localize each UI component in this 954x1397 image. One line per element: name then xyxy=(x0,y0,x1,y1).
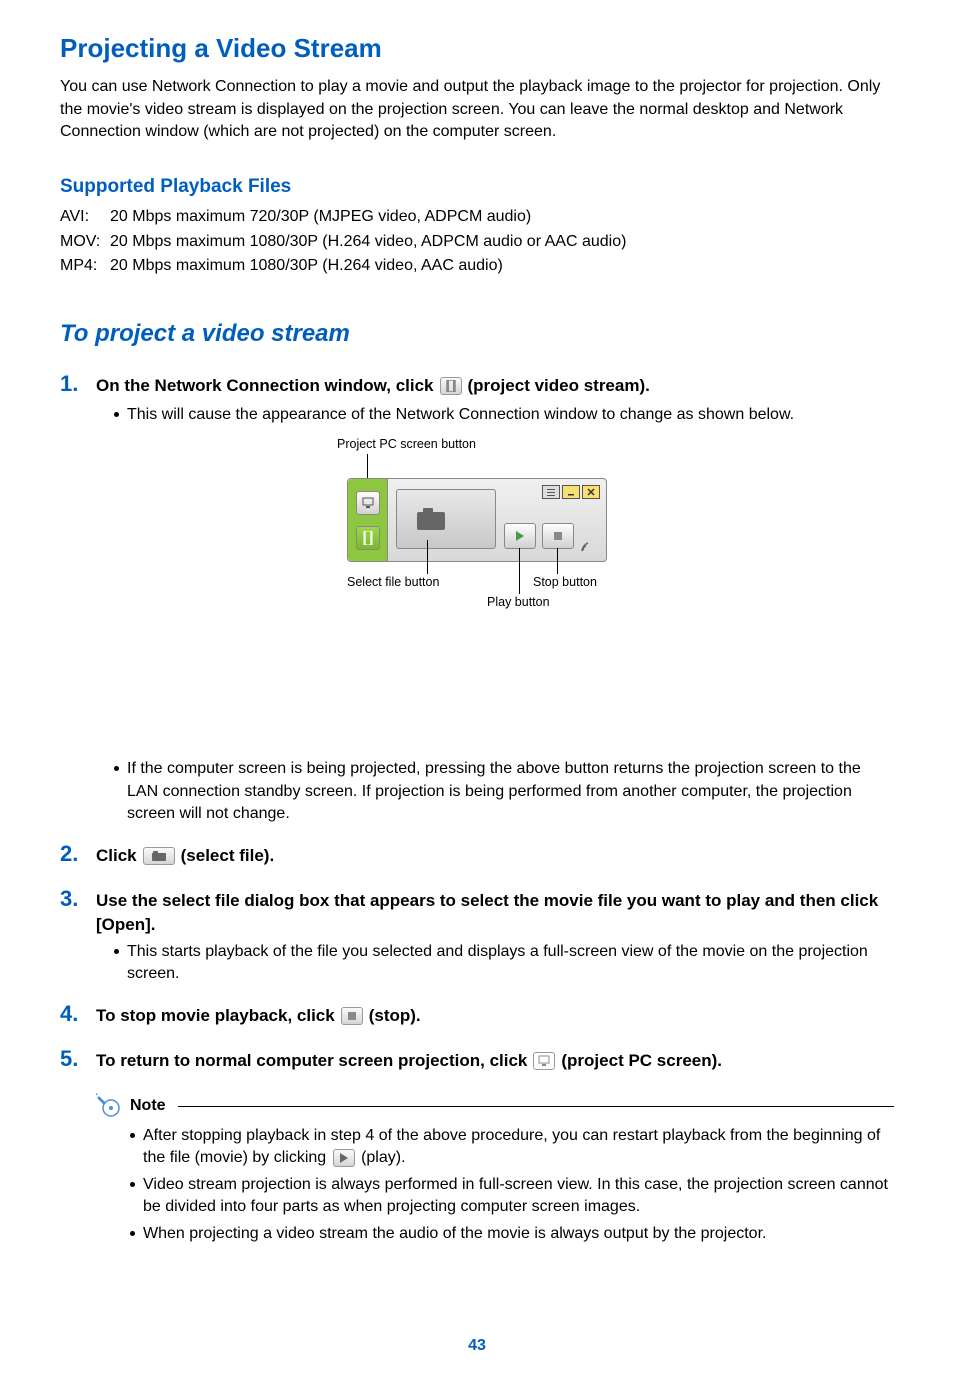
step-title-text: To return to normal computer screen proj… xyxy=(96,1049,527,1073)
page-title: Projecting a Video Stream xyxy=(60,30,894,66)
wifi-icon xyxy=(580,539,598,553)
minimize-icon[interactable] xyxy=(562,485,580,499)
bullet-icon xyxy=(130,1231,135,1236)
play-icon xyxy=(333,1149,355,1167)
stop-button[interactable] xyxy=(542,523,574,549)
project-video-stream-button[interactable] xyxy=(356,526,380,550)
bullet-icon xyxy=(114,766,119,771)
step-number: 5. xyxy=(60,1044,88,1075)
bullet-text: If the computer screen is being projecte… xyxy=(127,758,894,825)
note-section: Note After stopping playback in step 4 o… xyxy=(96,1093,894,1245)
step-title-text: To stop movie playback, click xyxy=(96,1004,335,1028)
bullet-text: This will cause the appearance of the Ne… xyxy=(127,404,894,426)
step-title-text: (project video stream). xyxy=(468,374,650,398)
step-3: 3. Use the select file dialog box that a… xyxy=(60,884,894,985)
step-number: 3. xyxy=(60,884,88,915)
network-connection-window xyxy=(347,478,607,562)
stop-icon xyxy=(341,1007,363,1025)
project-pc-screen-button[interactable] xyxy=(356,491,380,515)
spec-value: 20 Mbps maximum 1080/30P (H.264 video, A… xyxy=(110,231,626,253)
play-button[interactable] xyxy=(504,523,536,549)
step-title-text: (project PC screen). xyxy=(561,1049,722,1073)
step-2: 2. Click (select file). xyxy=(60,839,894,870)
bullet-text: After stopping playback in step 4 of the… xyxy=(143,1125,894,1170)
spec-label: MP4: xyxy=(60,255,110,277)
diagram-label-stop: Stop button xyxy=(533,574,597,592)
diagram-label-play: Play button xyxy=(487,594,550,612)
diagram-label-pc: Project PC screen button xyxy=(337,436,476,454)
step-title-text: (select file). xyxy=(181,844,275,868)
step-title-text: On the Network Connection window, click xyxy=(96,374,434,398)
step-number: 1. xyxy=(60,369,88,400)
step-5: 5. To return to normal computer screen p… xyxy=(60,1044,894,1075)
bullet-icon xyxy=(130,1182,135,1187)
step-4: 4. To stop movie playback, click (stop). xyxy=(60,999,894,1030)
folder-icon xyxy=(143,847,175,865)
spec-value: 20 Mbps maximum 1080/30P (H.264 video, A… xyxy=(110,255,503,277)
note-label: Note xyxy=(130,1095,166,1117)
step-1: 1. On the Network Connection window, cli… xyxy=(60,369,894,825)
ui-diagram: Project PC screen button xyxy=(297,436,657,742)
step-title-text: Use the select file dialog box that appe… xyxy=(96,889,894,937)
bullet-icon xyxy=(130,1133,135,1138)
titlebar-menu-icon[interactable] xyxy=(542,485,560,499)
step-number: 4. xyxy=(60,999,88,1030)
note-divider xyxy=(178,1106,894,1107)
spec-label: MOV: xyxy=(60,231,110,253)
film-strip-icon xyxy=(440,377,462,395)
spec-label: AVI: xyxy=(60,206,110,228)
step-number: 2. xyxy=(60,839,88,870)
intro-paragraph: You can use Network Connection to play a… xyxy=(60,76,894,143)
monitor-icon xyxy=(533,1052,555,1070)
procedure-heading: To project a video stream xyxy=(60,317,894,351)
page-number: 43 xyxy=(60,1335,894,1357)
select-file-button[interactable] xyxy=(396,489,496,549)
bullet-icon xyxy=(114,412,119,417)
bullet-icon xyxy=(114,949,119,954)
step-title-text: Click xyxy=(96,844,137,868)
spec-value: 20 Mbps maximum 720/30P (MJPEG video, AD… xyxy=(110,206,531,228)
supported-heading: Supported Playback Files xyxy=(60,174,894,201)
diagram-label-select: Select file button xyxy=(347,574,439,592)
note-pencil-icon xyxy=(96,1093,122,1119)
close-icon[interactable] xyxy=(582,485,600,499)
spec-table: AVI: 20 Mbps maximum 720/30P (MJPEG vide… xyxy=(60,206,894,277)
bullet-text: Video stream projection is always perfor… xyxy=(143,1174,894,1219)
bullet-text: When projecting a video stream the audio… xyxy=(143,1223,894,1245)
step-title-text: (stop). xyxy=(369,1004,421,1028)
bullet-text: This starts playback of the file you sel… xyxy=(127,941,894,986)
